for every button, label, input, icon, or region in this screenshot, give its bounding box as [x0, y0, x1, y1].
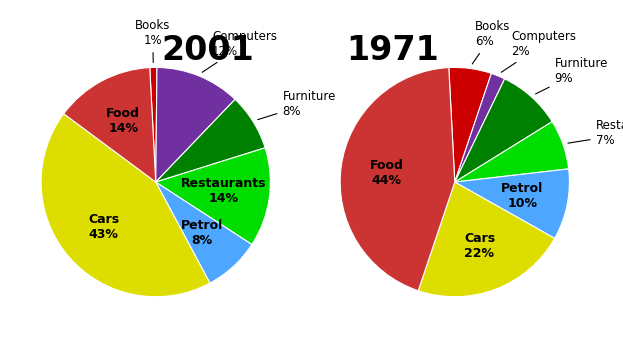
- Text: 2001: 2001: [161, 34, 254, 67]
- Wedge shape: [150, 67, 157, 182]
- Wedge shape: [455, 169, 569, 238]
- Text: Food
44%: Food 44%: [369, 159, 404, 187]
- Text: Computers
12%: Computers 12%: [202, 30, 277, 72]
- Text: Cars
43%: Cars 43%: [88, 213, 119, 241]
- Wedge shape: [340, 67, 455, 291]
- Wedge shape: [449, 67, 492, 182]
- Wedge shape: [455, 122, 569, 182]
- Text: 1971: 1971: [346, 34, 439, 67]
- Wedge shape: [455, 74, 505, 182]
- Text: Petrol
8%: Petrol 8%: [181, 219, 224, 247]
- Text: Furniture
8%: Furniture 8%: [258, 90, 336, 120]
- Wedge shape: [455, 79, 552, 182]
- Text: Petrol
10%: Petrol 10%: [501, 182, 543, 210]
- Wedge shape: [156, 182, 252, 283]
- Text: Books
6%: Books 6%: [472, 20, 510, 64]
- Text: Restaurants
14%: Restaurants 14%: [181, 177, 267, 205]
- Text: Furniture
9%: Furniture 9%: [536, 57, 608, 94]
- Wedge shape: [156, 99, 265, 182]
- Wedge shape: [156, 67, 235, 182]
- Text: Computers
2%: Computers 2%: [502, 30, 576, 72]
- Text: Books
1%: Books 1%: [135, 19, 170, 62]
- Wedge shape: [418, 182, 554, 297]
- Wedge shape: [156, 148, 270, 245]
- Text: Food
14%: Food 14%: [107, 107, 140, 135]
- Wedge shape: [41, 114, 210, 297]
- Text: Restaurants
7%: Restaurants 7%: [568, 119, 623, 147]
- Text: Cars
22%: Cars 22%: [464, 232, 495, 260]
- Wedge shape: [64, 67, 156, 182]
